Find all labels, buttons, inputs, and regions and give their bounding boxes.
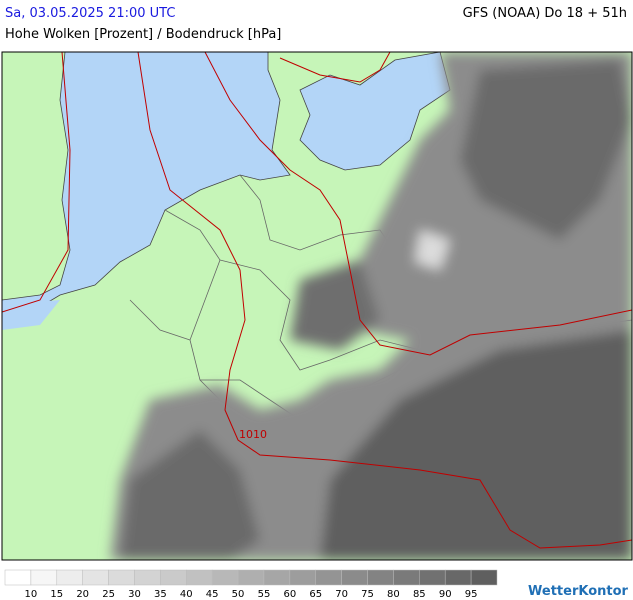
clouds <box>110 52 632 560</box>
legend-label: 70 <box>335 589 348 600</box>
isobars <box>2 52 632 549</box>
legend-swatch <box>30 569 58 586</box>
legend-swatch <box>315 569 342 586</box>
legend-label: 35 <box>154 589 167 600</box>
map-area: 1010 <box>2 52 632 560</box>
legend-label: 85 <box>413 589 426 600</box>
legend-swatch <box>82 569 109 586</box>
legend-label: 55 <box>258 589 271 600</box>
legend-label: 10 <box>25 589 38 600</box>
baltic-sea <box>299 52 451 171</box>
legend-swatch <box>470 569 498 586</box>
legend-swatch <box>263 569 291 586</box>
legend-swatch <box>56 569 83 586</box>
legend-swatch <box>186 569 213 586</box>
legend-swatch <box>289 569 316 586</box>
legend-swatch <box>393 569 420 586</box>
legend-label: 45 <box>206 589 219 600</box>
legend-label: 80 <box>387 589 400 600</box>
legend-swatch <box>160 569 187 586</box>
legend-swatch <box>211 569 239 586</box>
datetime: Sa, 03.05.2025 21:00 UTC <box>5 6 176 21</box>
legend-label: 95 <box>465 589 478 600</box>
legend-swatch <box>367 569 394 586</box>
map-title: Hohe Wolken [Prozent] / Bodendruck [hPa] <box>5 27 282 42</box>
legend-label: 75 <box>361 589 374 600</box>
legend-swatch <box>444 569 472 586</box>
legend: 10 15 20 25 30 35 40 45 50 55 60 65 70 75 80 85 90 95 <box>4 569 498 600</box>
isobar-label: 1010 <box>239 428 267 441</box>
legend-label: 60 <box>283 589 296 600</box>
map-frame <box>1 51 633 561</box>
legend-label: 20 <box>76 589 89 600</box>
legend-label: 40 <box>180 589 193 600</box>
logo: WetterKontor <box>528 584 629 599</box>
legend-label: 50 <box>232 589 245 600</box>
legend-swatch <box>237 569 265 586</box>
legend-label: 90 <box>439 589 452 600</box>
legend-swatch <box>108 569 135 586</box>
legend-swatch <box>134 569 161 586</box>
legend-label: 15 <box>50 589 63 600</box>
legend-label: 25 <box>102 589 115 600</box>
legend-label: 30 <box>128 589 141 600</box>
model-run: GFS (NOAA) Do 18 + 51h <box>462 6 627 21</box>
legend-swatch <box>4 569 32 586</box>
legend-swatch <box>419 569 446 586</box>
legend-label: 65 <box>309 589 322 600</box>
legend-swatch <box>341 569 368 586</box>
